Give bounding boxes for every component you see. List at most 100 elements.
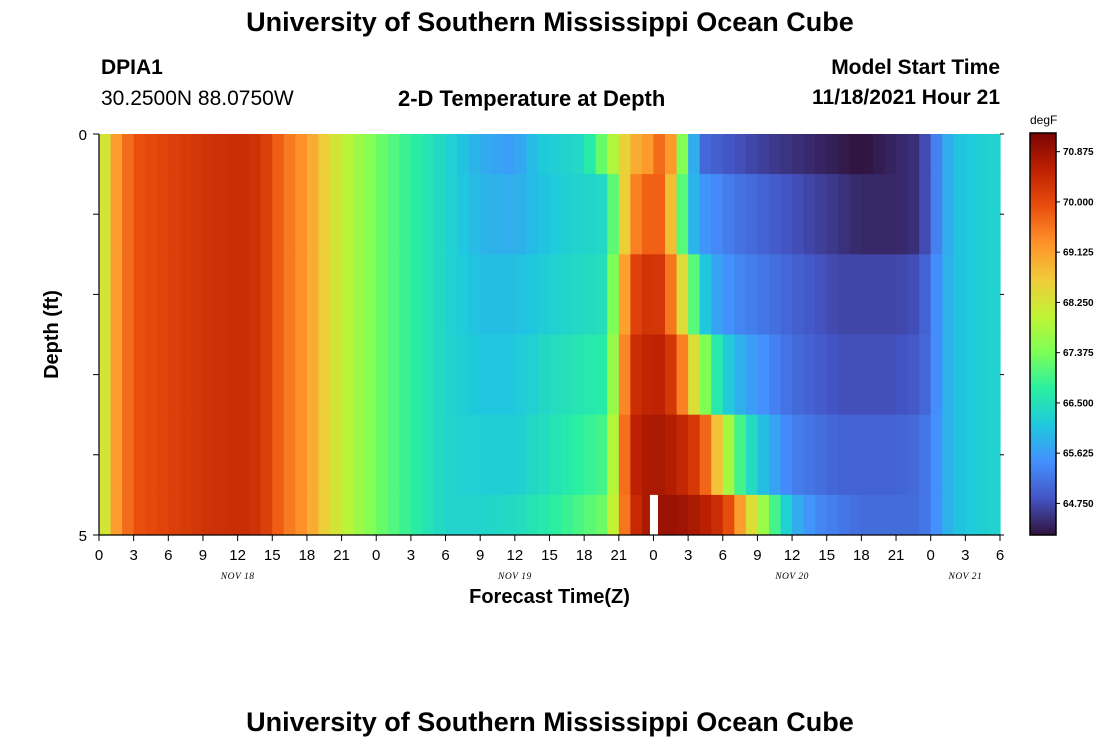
heatmap-cell: [445, 134, 458, 175]
heatmap-cell: [711, 414, 724, 496]
heatmap-cell: [884, 134, 897, 175]
heatmap-cell: [815, 334, 828, 416]
heatmap-cell: [99, 254, 112, 335]
heatmap-axes: 0 3 6 9 12 15 18 21 0 3 6 9 12 15 18 21 0 3 6 9 12 15 18 21 0 3 6 N…: [41, 127, 1004, 608]
heatmap-cell: [364, 254, 377, 335]
x-tick-label: 18: [853, 547, 870, 564]
heatmap-cell: [422, 334, 435, 416]
heatmap-cell: [780, 174, 793, 255]
heatmap-cell: [780, 494, 793, 536]
heatmap-cell: [965, 174, 978, 255]
heatmap-cell: [295, 134, 308, 175]
heatmap-cell: [711, 134, 724, 175]
heatmap-cell: [364, 414, 377, 496]
heatmap-cell: [387, 174, 400, 255]
heatmap-cell: [457, 414, 470, 496]
heatmap-cell: [549, 174, 562, 255]
heatmap-cell: [768, 134, 782, 175]
heatmap-cell: [491, 334, 504, 416]
heatmap-cell: [792, 334, 805, 416]
heatmap-cell: [514, 254, 527, 335]
x-tick-label: 0: [927, 547, 935, 564]
heatmap-cell: [665, 134, 678, 175]
heatmap-cell: [376, 174, 389, 255]
heatmap-cell: [179, 174, 193, 255]
x-tick-label: 21: [888, 547, 905, 564]
heatmap-cell: [110, 134, 123, 175]
heatmap-cell: [838, 174, 851, 255]
heatmap-cell: [699, 174, 712, 255]
heatmap-cell: [699, 494, 712, 536]
heatmap-cell: [468, 334, 481, 416]
heatmap-cell: [826, 334, 839, 416]
heatmap-cell: [133, 334, 146, 416]
heatmap-cell: [561, 334, 574, 416]
heatmap-cell: [907, 414, 920, 496]
heatmap-cell: [549, 494, 562, 536]
colorbar-gradient: [1029, 132, 1057, 536]
heatmap-cell: [653, 414, 666, 496]
heatmap-cell: [422, 494, 435, 536]
heatmap-cell: [99, 134, 112, 175]
heatmap-cell: [884, 174, 897, 255]
heatmap-cell: [641, 334, 655, 416]
heatmap-cell: [595, 494, 608, 536]
heatmap-cell: [537, 414, 551, 496]
x-tick-label: 3: [407, 547, 415, 564]
heatmap-cell: [630, 334, 643, 416]
heatmap-cell: [826, 494, 839, 536]
heatmap-cell: [826, 174, 839, 255]
heatmap-cell: [295, 254, 308, 335]
heatmap-cell: [249, 254, 262, 335]
heatmap-cell: [884, 334, 897, 416]
heatmap-cell: [549, 134, 562, 175]
heatmap-cell: [734, 134, 747, 175]
x-tick-label: 21: [610, 547, 627, 564]
heatmap-cell: [422, 174, 435, 255]
heatmap-cell: [838, 334, 851, 416]
heatmap-cell: [595, 174, 608, 255]
heatmap-cell: [376, 254, 389, 335]
heatmap-cell: [676, 494, 689, 536]
heatmap-cell: [503, 334, 516, 416]
heatmap-cell: [491, 494, 504, 536]
heatmap-cell: [792, 174, 805, 255]
heatmap-cell: [295, 494, 308, 536]
heatmap-cell: [976, 414, 990, 496]
heatmap-cell: [364, 494, 377, 536]
heatmap-cell: [330, 134, 343, 175]
heatmap-cell: [468, 414, 481, 496]
heatmap-cell: [584, 134, 597, 175]
heatmap-cell: [237, 134, 250, 175]
heatmap-cell: [872, 174, 886, 255]
heatmap-cell: [110, 334, 123, 416]
heatmap-cell: [480, 134, 493, 175]
heatmap-cell: [872, 334, 886, 416]
heatmap-cell: [110, 174, 123, 255]
heatmap-cell: [653, 134, 666, 175]
heatmap-cell: [665, 494, 678, 536]
heatmap-cell: [433, 134, 447, 175]
station-id: DPIA1: [101, 56, 163, 79]
heatmap-cell: [838, 134, 851, 175]
heatmap-cell: [468, 494, 481, 536]
heatmap-cell: [202, 494, 216, 536]
heatmap-cell: [191, 494, 204, 536]
heatmap-cell: [226, 174, 239, 255]
heatmap-cell: [237, 254, 250, 335]
heatmap-cell: [526, 174, 539, 255]
heatmap-cell: [584, 334, 597, 416]
heatmap-cell: [745, 134, 759, 175]
heatmap-cell: [919, 494, 932, 536]
heatmap-cell: [561, 414, 574, 496]
heatmap-cell: [237, 174, 250, 255]
heatmap-cell: [711, 254, 724, 335]
heatmap-cell: [272, 174, 285, 255]
heatmap-cell: [815, 254, 828, 335]
page-title: University of Southern Mississippi Ocean…: [246, 7, 854, 37]
x-tick-label: 15: [541, 547, 558, 564]
heatmap-cell: [561, 494, 574, 536]
heatmap-cells: [99, 134, 1001, 536]
heatmap-cell: [295, 334, 308, 416]
heatmap-cell: [330, 254, 343, 335]
